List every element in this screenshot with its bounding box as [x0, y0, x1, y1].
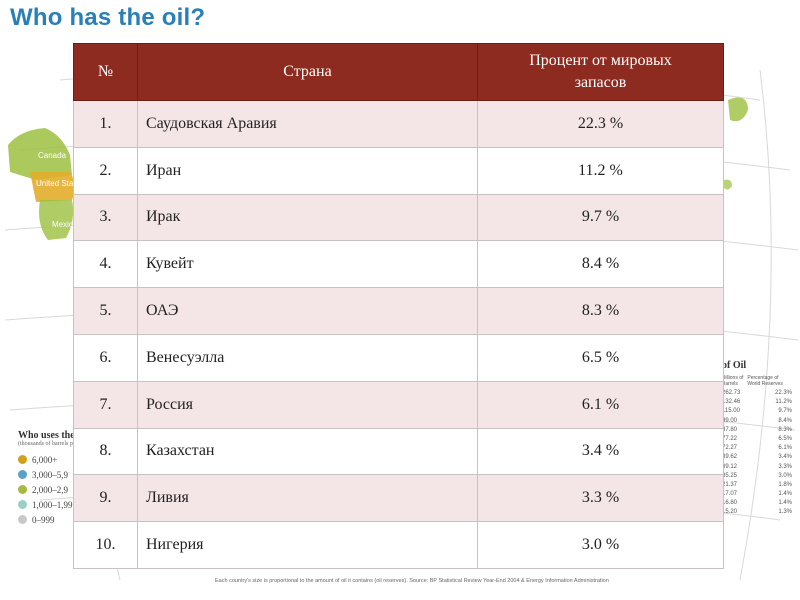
row-country: ОАЭ — [137, 287, 478, 335]
north-america-shape — [8, 128, 75, 240]
reserves-legend-row: 97.80 8.3% — [722, 426, 792, 433]
row-country: Казахстан — [137, 427, 478, 476]
row-number: 7. — [73, 380, 138, 429]
reserves-legend-row: 15.20 1.3% — [722, 509, 792, 516]
header-percent: Процент от мировых запасов — [477, 43, 724, 101]
oil-reserves-table: № Страна Процент от мировых запасов 1. С… — [73, 43, 724, 569]
reserves-legend-row: 39.12 3.3% — [722, 463, 792, 470]
row-number: 5. — [73, 287, 138, 335]
reserves-legend-row: 72.27 6.1% — [722, 445, 792, 452]
row-country: Кувейт — [137, 240, 478, 289]
legend-item: 3,000–5,9 — [18, 467, 88, 482]
reserves-legend-title: of Oil — [722, 360, 747, 371]
row-percent: 8.3 % — [477, 287, 724, 335]
row-percent: 3.4 % — [477, 427, 724, 476]
table-row: 4. Кувейт 8.4 % — [73, 240, 724, 289]
row-number: 3. — [73, 193, 138, 242]
row-number: 2. — [73, 146, 138, 195]
row-number: 1. — [73, 100, 138, 148]
reserves-legend-row: 132.46 11.2% — [722, 399, 792, 406]
table-row: 10. Нигерия 3.0 % — [73, 521, 724, 569]
row-percent: 9.7 % — [477, 193, 724, 242]
row-number: 4. — [73, 240, 138, 289]
row-number: 8. — [73, 427, 138, 476]
legend-dot-icon — [18, 485, 27, 494]
legend-item: 0–999 — [18, 512, 88, 527]
map-label-mexico: Mexico — [52, 220, 78, 229]
row-country: Саудовская Аравия — [137, 100, 478, 148]
row-percent: 8.4 % — [477, 240, 724, 289]
reserves-legend-rows: 262.73 22.3% 132.46 11.2% 115.00 9.7% 99.00 8.4… — [722, 389, 792, 518]
map-label-united-states: United States — [36, 179, 85, 188]
reserves-legend-row: 262.73 22.3% — [722, 390, 792, 396]
reserves-legend: of Oil Billions of Barrels Percentage of… — [722, 360, 792, 518]
row-country: Иран — [137, 146, 478, 195]
legend-item: 1,000–1,99 — [18, 497, 88, 512]
consumption-legend: Who uses the oil (thousands of barrels p… — [18, 430, 88, 527]
row-country: Россия — [137, 380, 478, 429]
row-percent: 3.3 % — [477, 474, 724, 523]
table-row: 3. Ирак 9.7 % — [73, 193, 724, 242]
row-percent: 6.5 % — [477, 333, 724, 382]
slide-title: Who has the oil? — [10, 4, 206, 31]
reserves-legend-row: 115.00 9.7% — [722, 408, 792, 415]
reserves-legend-row: 35.25 3.0% — [722, 472, 792, 479]
reserves-legend-row: 17.07 1.4% — [722, 491, 792, 498]
legend-dot-icon — [18, 470, 27, 479]
row-number: 6. — [73, 333, 138, 382]
header-country: Страна — [137, 43, 478, 101]
table-row: 8. Казахстан 3.4 % — [73, 427, 724, 476]
row-number: 9. — [73, 474, 138, 523]
legend-dot-icon — [18, 515, 27, 524]
row-country: Венесуэлла — [137, 333, 478, 382]
legend-item: 6,000+ — [18, 452, 88, 467]
reserves-legend-row: 99.00 8.4% — [722, 417, 792, 424]
consumption-legend-subtitle: (thousands of barrels pe — [18, 441, 76, 447]
reserves-legend-row: 16.80 1.4% — [722, 500, 792, 507]
reserves-legend-row: 21.37 1.8% — [722, 481, 792, 488]
table-header-row: № Страна Процент от мировых запасов — [73, 43, 724, 101]
row-percent: 11.2 % — [477, 146, 724, 195]
reserves-legend-row: 77.22 6.5% — [722, 435, 792, 442]
header-number: № — [73, 43, 138, 101]
map-label-canada: Canada — [38, 151, 67, 160]
legend-dot-icon — [18, 455, 27, 464]
row-country: Нигерия — [137, 521, 478, 569]
table-row: 7. Россия 6.1 % — [73, 380, 724, 429]
row-percent: 22.3 % — [477, 100, 724, 148]
legend-dot-icon — [18, 500, 27, 509]
reserves-legend-header: Billions of Barrels Percentage of World … — [722, 375, 783, 387]
source-footnote: Each country's size is proportional to t… — [215, 578, 609, 584]
table-row: 2. Иран 11.2 % — [73, 146, 724, 195]
table-row: 6. Венесуэлла 6.5 % — [73, 333, 724, 382]
row-country: Ирак — [137, 193, 478, 242]
table-row: 5. ОАЭ 8.3 % — [73, 287, 724, 335]
table-row: 9. Ливия 3.3 % — [73, 474, 724, 523]
row-percent: 6.1 % — [477, 380, 724, 429]
legend-item: 2,000–2,9 — [18, 482, 88, 497]
row-percent: 3.0 % — [477, 521, 724, 569]
row-number: 10. — [73, 521, 138, 569]
table-row: 1. Саудовская Аравия 22.3 % — [73, 100, 724, 148]
row-country: Ливия — [137, 474, 478, 523]
reserves-legend-row: 39.62 3.4% — [722, 454, 792, 461]
consumption-legend-title: Who uses the oil — [18, 430, 88, 441]
